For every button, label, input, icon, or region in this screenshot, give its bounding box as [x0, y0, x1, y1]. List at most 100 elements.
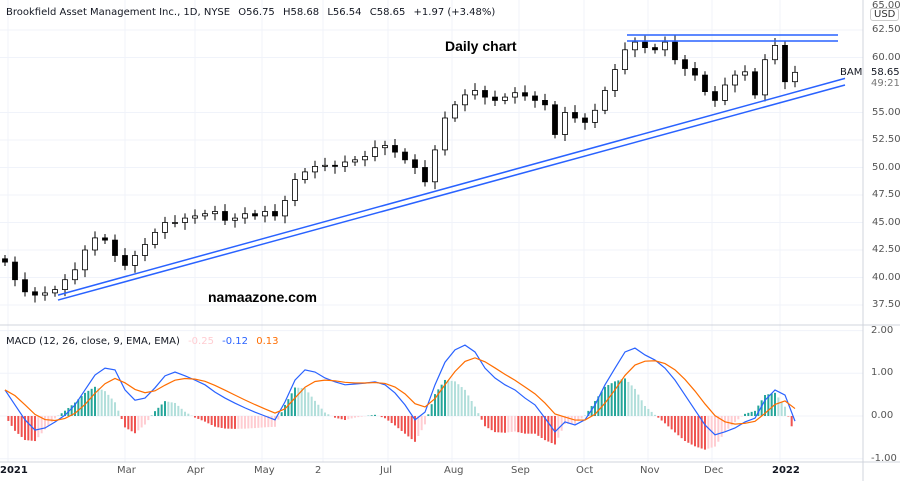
candle-body — [182, 217, 188, 223]
candle-body — [102, 237, 108, 241]
macd-histogram-bar — [350, 416, 353, 419]
macd-histogram-bar — [504, 416, 506, 433]
chart-title-annotation: Daily chart — [445, 38, 517, 54]
macd-histogram-bar — [714, 416, 716, 447]
macd-histogram-bar — [740, 416, 743, 417]
candle-body — [752, 71, 758, 96]
macd-histogram-bar — [510, 416, 513, 432]
time-axis-label: Apr — [187, 465, 205, 476]
candle-body — [162, 222, 168, 233]
price-tick-label: 40.00 — [872, 271, 900, 283]
macd-histogram-bar — [320, 408, 323, 416]
candle-body — [402, 151, 408, 161]
macd-histogram-bar — [327, 414, 330, 416]
candle-body — [72, 269, 78, 281]
macd-histogram-bar — [187, 413, 190, 416]
macd-histogram-bar — [787, 416, 790, 417]
macd-histogram-bar — [550, 416, 553, 444]
macd-histogram-bar — [137, 416, 140, 431]
change-value: +1.97 (+3.48%) — [413, 7, 496, 18]
candle-body — [202, 213, 208, 217]
macd-histogram-bar — [270, 416, 273, 427]
macd-histogram-bar — [297, 387, 300, 416]
macd-histogram-bar — [697, 416, 700, 448]
candle-body — [352, 159, 358, 163]
macd-legend[interactable]: MACD (12, 26, close, 9, EMA, EMA) -0.25 … — [6, 336, 283, 347]
macd-histogram-bar — [90, 388, 93, 416]
candle-body — [12, 261, 18, 281]
candle-body — [382, 145, 388, 149]
macd-histogram-bar — [694, 416, 696, 447]
macd-histogram-bar — [530, 416, 533, 434]
macd-histogram-bar — [467, 395, 470, 416]
macd-tick-label: 0.00 — [871, 410, 894, 421]
macd-histogram-bar — [674, 416, 676, 433]
candle-body — [222, 211, 228, 221]
open-value: O56.75 — [238, 7, 275, 18]
macd-histogram-bar — [460, 387, 463, 416]
candle-body — [672, 41, 678, 61]
candle-body — [142, 244, 148, 256]
candle-body — [192, 215, 198, 219]
time-axis-label: 2 — [315, 465, 322, 476]
macd-histogram-bar — [730, 416, 733, 426]
candle-body — [312, 165, 318, 173]
macd-histogram-bar — [220, 416, 223, 428]
macd-histogram-bar — [7, 416, 10, 421]
macd-histogram-bar — [594, 401, 596, 416]
macd-histogram-bar — [354, 416, 356, 418]
macd-histogram-bar — [724, 416, 726, 433]
candle-body — [372, 147, 378, 157]
macd-histogram-bar — [227, 416, 230, 429]
macd-histogram-bar — [614, 381, 616, 416]
macd-histogram-bar — [224, 416, 226, 429]
macd-histogram-bar — [597, 396, 600, 416]
macd-histogram-bar — [630, 385, 633, 416]
macd-histogram-bar — [600, 391, 603, 416]
candle-body — [502, 96, 508, 101]
macd-histogram-bar — [304, 388, 306, 416]
macd-histogram-bar — [400, 416, 403, 431]
macd-histogram-bar — [707, 416, 710, 449]
macd-histogram-bar — [454, 381, 456, 416]
macd-histogram-bar — [147, 416, 150, 421]
macd-histogram-bar — [544, 416, 546, 441]
time-axis-label: May — [254, 465, 275, 476]
macd-histogram-bar — [777, 397, 780, 416]
macd-histogram-bar — [644, 405, 646, 416]
candle-body — [82, 249, 88, 271]
macd-histogram-bar — [670, 416, 673, 430]
time-axis-label: 2022 — [772, 465, 800, 476]
macd-histogram-bar — [587, 410, 590, 416]
macd-histogram-bar — [604, 386, 606, 416]
macd-histogram-bar — [564, 416, 566, 424]
high-value: H58.68 — [282, 7, 320, 18]
candle-body — [482, 90, 488, 98]
macd-histogram-bar — [677, 416, 680, 436]
last-price-label: 58.65 — [871, 67, 900, 78]
macd-histogram-bar — [234, 416, 236, 429]
macd-histogram-bar — [140, 416, 143, 428]
macd-histogram-bar — [580, 416, 583, 419]
macd-histogram-bar — [390, 416, 393, 424]
macd-histogram-bar — [374, 414, 376, 416]
macd-histogram-bar — [430, 404, 433, 416]
macd-label: MACD (12, 26, close, 9, EMA, EMA) — [6, 336, 180, 347]
macd-histogram-bar — [317, 404, 320, 416]
macd-histogram-bar — [640, 400, 643, 416]
macd-histogram-bar — [260, 416, 263, 428]
candle-body — [722, 84, 728, 101]
time-axis-label: Dec — [704, 465, 724, 476]
candle-body — [392, 145, 398, 153]
time-axis-label: 2021 — [0, 465, 28, 476]
macd-histogram-bar — [560, 416, 563, 431]
macd-histogram-bar — [274, 416, 276, 427]
macd-histogram-bar — [514, 416, 516, 432]
signal-line — [4, 357, 796, 425]
candle-body — [622, 49, 628, 70]
currency-badge[interactable]: USD — [870, 8, 900, 21]
macd-histogram-bar — [180, 408, 183, 416]
macd-histogram-bar — [637, 394, 640, 416]
macd-histogram-bar — [280, 412, 283, 416]
